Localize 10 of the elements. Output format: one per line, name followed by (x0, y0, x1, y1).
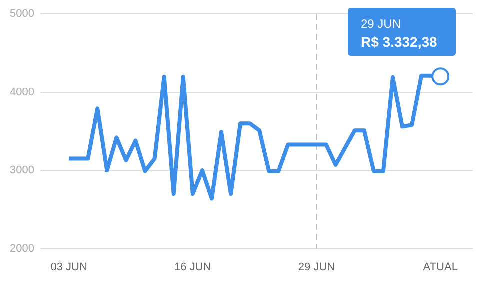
y-tick-label: 4000 (10, 86, 34, 98)
annotation: R$ 3.332,38 (361, 34, 438, 50)
y-tick-label: 2000 (10, 242, 34, 255)
x-tick-label: ATUAL (423, 261, 458, 274)
x-tick-label: 16 JUN (174, 261, 212, 274)
annotation: 29 JUN (361, 17, 402, 31)
x-tick-label: 29 JUN (298, 261, 336, 274)
x-tick-label: 03 JUN (50, 261, 88, 274)
y-tick-label: 3000 (10, 164, 34, 177)
y-tick-label: 5000 (10, 8, 34, 20)
